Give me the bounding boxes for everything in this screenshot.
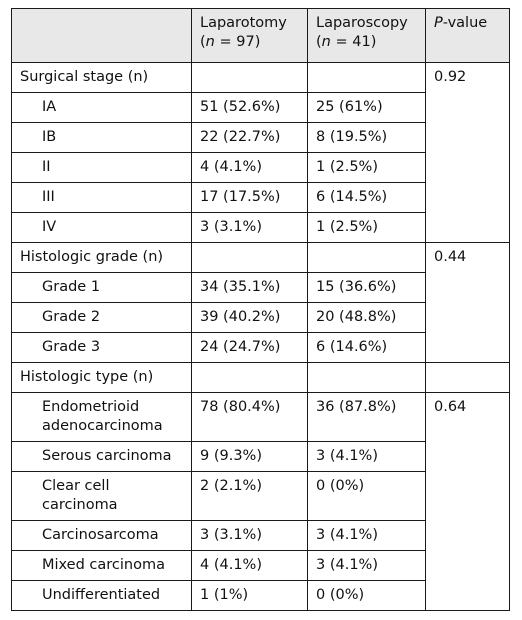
header-laparoscopy: Laparoscopy (n = 41) <box>307 8 426 63</box>
table-row: Undifferentiated 1 (1%) 0 (0%) <box>11 580 510 611</box>
laparotomy-cell: 1 (1%) <box>191 580 308 611</box>
row-label: Mixed carcinoma <box>11 550 192 581</box>
header-row: Laparotomy (n = 97) Laparoscopy (n = 41)… <box>11 8 510 63</box>
section-label: Histologic type (n) <box>11 362 192 393</box>
table-row: Grade 1 34 (35.1%) 15 (36.6%) <box>11 272 510 303</box>
row-label: Grade 1 <box>11 272 192 303</box>
laparoscopy-cell: 36 (87.8%) <box>307 392 426 442</box>
laparotomy-cell: 3 (3.1%) <box>191 520 308 551</box>
row-label: Serous carcinoma <box>11 441 192 472</box>
laparoscopy-cell: 1 (2.5%) <box>307 212 426 243</box>
laparoscopy-cell: 20 (48.8%) <box>307 302 426 333</box>
p-value-empty <box>425 362 510 393</box>
header-p-rest: -value <box>442 15 488 31</box>
section-row-type: Histologic type (n) <box>11 362 510 393</box>
p-value-empty <box>425 272 510 303</box>
row-label: Clear cell carcinoma <box>11 471 192 521</box>
table-row: III 17 (17.5%) 6 (14.5%) <box>11 182 510 213</box>
empty-cell <box>191 62 308 93</box>
section-row-grade: Histologic grade (n) 0.44 <box>11 242 510 273</box>
header-empty-cell <box>11 8 192 63</box>
row-label: III <box>11 182 192 213</box>
laparoscopy-cell: 15 (36.6%) <box>307 272 426 303</box>
laparotomy-cell: 39 (40.2%) <box>191 302 308 333</box>
laparoscopy-cell: 3 (4.1%) <box>307 441 426 472</box>
table-row: Clear cell carcinoma 2 (2.1%) 0 (0%) <box>11 471 510 521</box>
p-value-empty <box>425 152 510 183</box>
laparotomy-cell: 17 (17.5%) <box>191 182 308 213</box>
header-laparotomy-n: 97 <box>236 34 255 50</box>
p-value-empty <box>425 212 510 243</box>
table-row: Grade 3 24 (24.7%) 6 (14.6%) <box>11 332 510 363</box>
header-p-value: P-value <box>425 8 510 63</box>
empty-cell <box>307 362 426 393</box>
row-label: Endometrioid adenocarcinoma <box>11 392 192 442</box>
laparoscopy-cell: 8 (19.5%) <box>307 122 426 153</box>
table-row: IV 3 (3.1%) 1 (2.5%) <box>11 212 510 243</box>
header-p-italic: P <box>434 15 443 31</box>
p-value-empty <box>425 182 510 213</box>
header-laparoscopy-n: 41 <box>352 34 371 50</box>
p-value-cell: 0.44 <box>425 242 510 273</box>
section-label: Histologic grade (n) <box>11 242 192 273</box>
laparotomy-cell: 3 (3.1%) <box>191 212 308 243</box>
row-label: Carcinosarcoma <box>11 520 192 551</box>
laparotomy-cell: 34 (35.1%) <box>191 272 308 303</box>
p-value-empty <box>425 92 510 123</box>
empty-cell <box>307 62 426 93</box>
table-row: II 4 (4.1%) 1 (2.5%) <box>11 152 510 183</box>
laparoscopy-cell: 6 (14.5%) <box>307 182 426 213</box>
table-row: IA 51 (52.6%) 25 (61%) <box>11 92 510 123</box>
laparotomy-cell: 2 (2.1%) <box>191 471 308 521</box>
row-label: Undifferentiated <box>11 580 192 611</box>
laparoscopy-cell: 1 (2.5%) <box>307 152 426 183</box>
section-row-stage: Surgical stage (n) 0.92 <box>11 62 510 93</box>
p-value-empty <box>425 580 510 611</box>
row-label: IA <box>11 92 192 123</box>
section-label: Surgical stage (n) <box>11 62 192 93</box>
row-label: IB <box>11 122 192 153</box>
p-value-empty <box>425 471 510 521</box>
p-value-empty <box>425 332 510 363</box>
table-row: Serous carcinoma 9 (9.3%) 3 (4.1%) <box>11 441 510 472</box>
header-laparotomy: Laparotomy (n = 97) <box>191 8 308 63</box>
table-row: Endometrioid adenocarcinoma 78 (80.4%) 3… <box>11 392 510 442</box>
table-row: Mixed carcinoma 4 (4.1%) 3 (4.1%) <box>11 550 510 581</box>
laparotomy-cell: 22 (22.7%) <box>191 122 308 153</box>
laparoscopy-cell: 3 (4.1%) <box>307 520 426 551</box>
comparison-table: Laparotomy (n = 97) Laparoscopy (n = 41)… <box>11 8 510 611</box>
header-laparoscopy-label: Laparoscopy <box>316 15 408 31</box>
empty-cell <box>191 362 308 393</box>
row-label: Grade 3 <box>11 332 192 363</box>
laparoscopy-cell: 0 (0%) <box>307 580 426 611</box>
p-value-cell: 0.92 <box>425 62 510 93</box>
row-label: II <box>11 152 192 183</box>
p-value-empty <box>425 520 510 551</box>
empty-cell <box>307 242 426 273</box>
p-value-empty <box>425 302 510 333</box>
laparotomy-cell: 9 (9.3%) <box>191 441 308 472</box>
laparoscopy-cell: 25 (61%) <box>307 92 426 123</box>
laparotomy-cell: 24 (24.7%) <box>191 332 308 363</box>
laparotomy-cell: 4 (4.1%) <box>191 550 308 581</box>
laparotomy-cell: 4 (4.1%) <box>191 152 308 183</box>
row-label: IV <box>11 212 192 243</box>
empty-cell <box>191 242 308 273</box>
p-value-empty <box>425 122 510 153</box>
header-laparotomy-label: Laparotomy <box>200 15 287 31</box>
laparoscopy-cell: 0 (0%) <box>307 471 426 521</box>
p-value-empty <box>425 441 510 472</box>
laparotomy-cell: 51 (52.6%) <box>191 92 308 123</box>
laparotomy-cell: 78 (80.4%) <box>191 392 308 442</box>
table-row: Carcinosarcoma 3 (3.1%) 3 (4.1%) <box>11 520 510 551</box>
table-row: Grade 2 39 (40.2%) 20 (48.8%) <box>11 302 510 333</box>
table-row: IB 22 (22.7%) 8 (19.5%) <box>11 122 510 153</box>
row-label: Grade 2 <box>11 302 192 333</box>
laparoscopy-cell: 3 (4.1%) <box>307 550 426 581</box>
p-value-empty <box>425 550 510 581</box>
laparoscopy-cell: 6 (14.6%) <box>307 332 426 363</box>
p-value-cell: 0.64 <box>425 392 510 442</box>
